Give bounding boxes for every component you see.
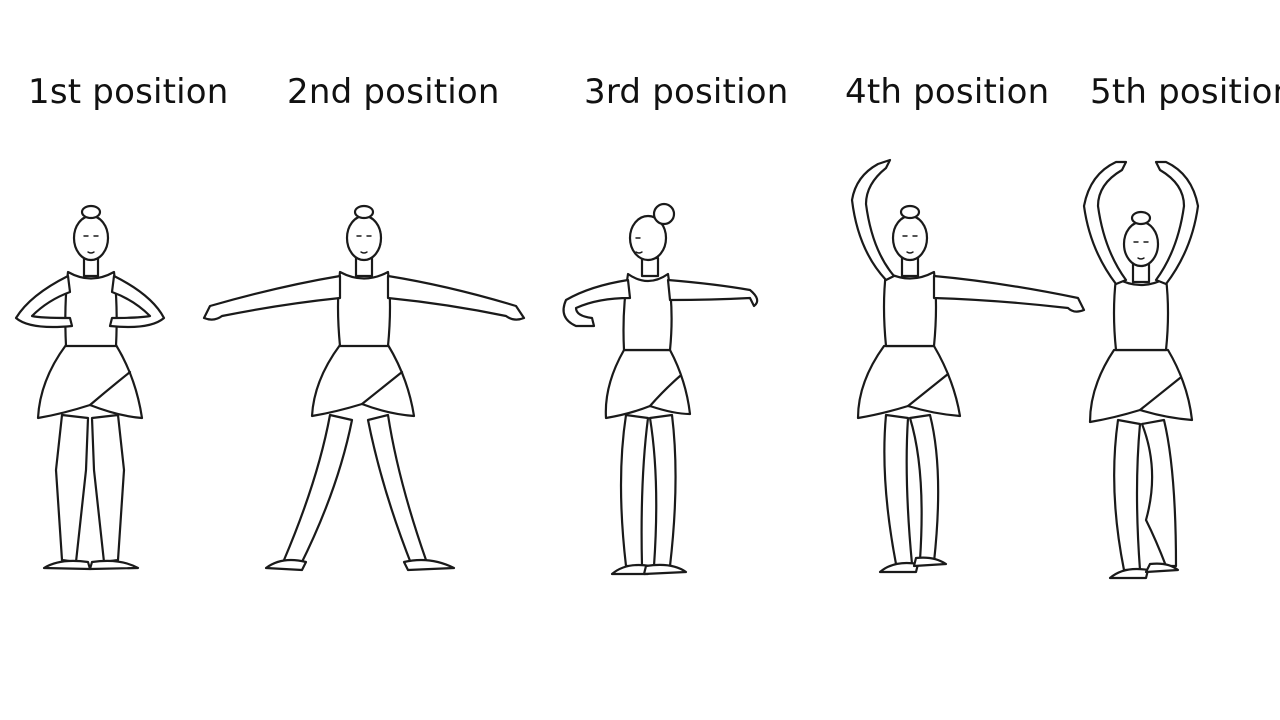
label-4th-position: 4th position	[845, 72, 1050, 112]
dancer-5th-position	[1082, 160, 1200, 580]
label-3rd-position: 3rd position	[584, 72, 789, 112]
label-2nd-position: 2nd position	[287, 72, 500, 112]
dancer-3rd-position	[562, 202, 759, 576]
dancer-4th-position	[850, 158, 1086, 574]
label-1st-position: 1st position	[28, 72, 229, 112]
label-5th-position: 5th position	[1090, 72, 1280, 112]
dancer-1st-position	[14, 204, 166, 571]
dancer-2nd-position	[202, 204, 526, 572]
